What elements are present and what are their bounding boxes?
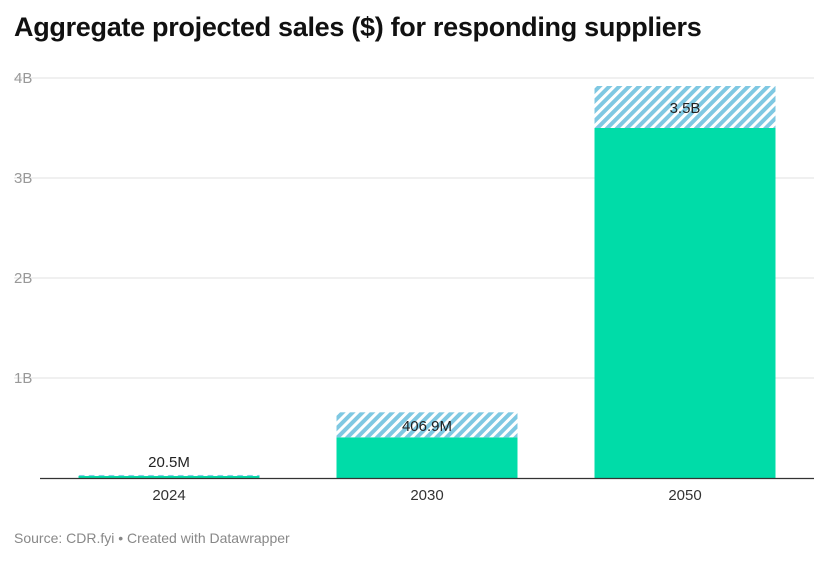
y-tick-label: 1B xyxy=(14,370,32,387)
x-tick-label: 2050 xyxy=(668,487,701,504)
bar-hatched xyxy=(78,474,260,476)
chart-title: Aggregate projected sales ($) for respon… xyxy=(14,12,702,42)
y-tick-label: 4B xyxy=(14,70,32,87)
source-footer: Source: CDR.fyi • Created with Datawrapp… xyxy=(14,530,290,546)
bar-solid xyxy=(594,128,776,478)
y-tick-label: 3B xyxy=(14,170,32,187)
data-label: 406.9M xyxy=(402,418,452,435)
x-tick-label: 2030 xyxy=(410,487,443,504)
bar-hatched xyxy=(336,412,518,438)
bar-hatched xyxy=(594,86,776,128)
data-label: 3.5B xyxy=(670,100,701,117)
bar-solid xyxy=(78,475,260,478)
y-tick-label: 2B xyxy=(14,270,32,287)
x-tick-label: 2024 xyxy=(152,487,185,504)
bar-solid xyxy=(336,437,518,478)
data-label: 20.5M xyxy=(148,454,190,471)
